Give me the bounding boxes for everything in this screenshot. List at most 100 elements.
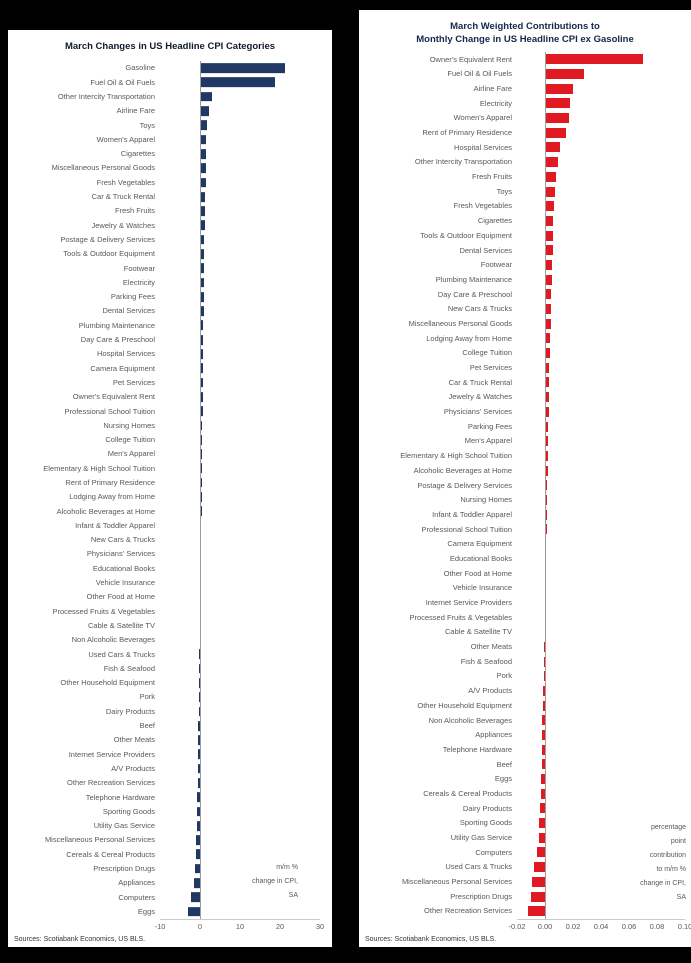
category-label: Prescription Drugs (450, 891, 512, 901)
bar-row: Utility Gas Service (8, 819, 332, 833)
category-label: Toys (496, 186, 512, 196)
bar-row: Beef (359, 757, 691, 772)
bar-row: Appliances (8, 876, 332, 890)
category-label: Other Household Equipment (417, 700, 512, 710)
category-label: Day Care & Preschool (80, 335, 155, 345)
chart-title-line: March Changes in US Headline CPI Categor… (64, 41, 276, 52)
category-label: Footwear (480, 260, 512, 270)
bar-zone (160, 461, 320, 475)
bar-zone (517, 140, 685, 155)
bar-row: Nursing Homes (8, 418, 332, 432)
bar-zone (517, 111, 685, 126)
bar (200, 577, 201, 588)
bar-row: College Tuition (8, 433, 332, 447)
bar-row: Footwear (359, 258, 691, 273)
category-label: Electricity (479, 98, 512, 108)
bar-row: Infant & Toddler Apparel (8, 519, 332, 533)
bar (200, 106, 210, 116)
bar-row: Fresh Vegetables (8, 175, 332, 189)
bar (545, 568, 547, 579)
bar-row: Computers (8, 890, 332, 904)
axis: -0.02 0.00 0.02 0.04 0.06 0.08 0.10 (508, 919, 691, 932)
category-label: Professional School Tuition (421, 524, 512, 534)
category-label: Telephone Hardware (442, 744, 512, 754)
bar-row: Nursing Homes (359, 493, 691, 508)
category-label: Fuel Oil & Oil Fuels (447, 69, 512, 79)
axis: -10 0 10 20 30 (155, 919, 324, 932)
axis-tick-label: 0.02 (565, 922, 581, 931)
bar-row: Jewelry & Watches (8, 218, 332, 232)
bar-row: Miscellaneous Personal Services (8, 833, 332, 847)
bar-zone (517, 625, 685, 640)
bar-zone (517, 786, 685, 801)
bar-zone (160, 590, 320, 604)
bar-zone (160, 833, 320, 847)
bar-zone (517, 96, 685, 111)
bar (200, 420, 203, 431)
bar (200, 292, 204, 302)
bar-zone (160, 218, 320, 232)
bar-zone (517, 742, 685, 757)
bar (199, 663, 201, 674)
bar (545, 83, 573, 94)
axis-tick-label: 0.10 (677, 922, 691, 931)
category-label: Airline Fare (473, 83, 512, 93)
bar-zone (160, 361, 320, 375)
category-label: Lodging Away from Home (426, 333, 512, 343)
bar (542, 700, 545, 711)
bar (545, 289, 552, 300)
category-label: Sporting Goods (102, 806, 155, 816)
bar-zone (517, 125, 685, 140)
bar (195, 849, 200, 860)
bar-zone (160, 576, 320, 590)
bar (200, 206, 205, 216)
bar-zone (160, 147, 320, 161)
bar (545, 348, 550, 359)
category-label: Owner's Equivalent Rent (72, 392, 155, 402)
axis-tick-label: 30 (315, 922, 325, 931)
bar (543, 685, 545, 696)
bar-zone (160, 118, 320, 132)
bar (545, 450, 548, 461)
right-chart-panel: March Weighted Contributions to Monthly … (359, 10, 691, 947)
bar-zone (160, 890, 320, 904)
right-plot-area: Owner's Equivalent Rent Fuel Oil & Oil Fu… (359, 52, 691, 919)
bar-zone (517, 449, 685, 464)
bar (545, 421, 549, 432)
bar-zone (517, 199, 685, 214)
bar (200, 277, 204, 288)
category-label: Cigarettes (477, 216, 512, 226)
bar-zone (160, 847, 320, 861)
bar-row: Beef (8, 719, 332, 733)
rows: Owner's Equivalent Rent Fuel Oil & Oil Fu… (359, 52, 691, 919)
bar-row: Prescription Drugs (359, 889, 691, 904)
bar (538, 832, 545, 843)
bar-zone (517, 228, 685, 243)
category-label: Vehicle Insurance (452, 583, 512, 593)
bar-row: Prescription Drugs (8, 862, 332, 876)
bar-zone (517, 713, 685, 728)
bar-row: Elementary & High School Tuition (359, 449, 691, 464)
bar (543, 656, 545, 667)
axis-tick-label: 0.08 (649, 922, 665, 931)
category-label: Plumbing Maintenance (435, 274, 512, 284)
bar (200, 63, 286, 73)
note-line: percentage (650, 824, 686, 831)
category-label: Alcoholic Beverages at Home (413, 465, 512, 475)
bar-row: Footwear (8, 261, 332, 275)
bar (545, 127, 566, 138)
bar (542, 715, 545, 726)
category-label: Non Alcoholic Beverages (428, 715, 512, 725)
bar-row: Internet Service Providers (8, 747, 332, 761)
category-label: Physicians' Services (86, 549, 155, 559)
bar (200, 234, 205, 245)
bar-row: Fish & Seafood (359, 654, 691, 669)
bar (545, 171, 557, 182)
bar-row: Electricity (359, 96, 691, 111)
category-label: Footwear (123, 263, 155, 273)
bar (200, 220, 205, 231)
category-label: Men's Apparel (464, 436, 512, 446)
bar-row: Men's Apparel (359, 434, 691, 449)
bar-row: Women's Apparel (8, 132, 332, 146)
bar-row: Hospital Services (8, 347, 332, 361)
